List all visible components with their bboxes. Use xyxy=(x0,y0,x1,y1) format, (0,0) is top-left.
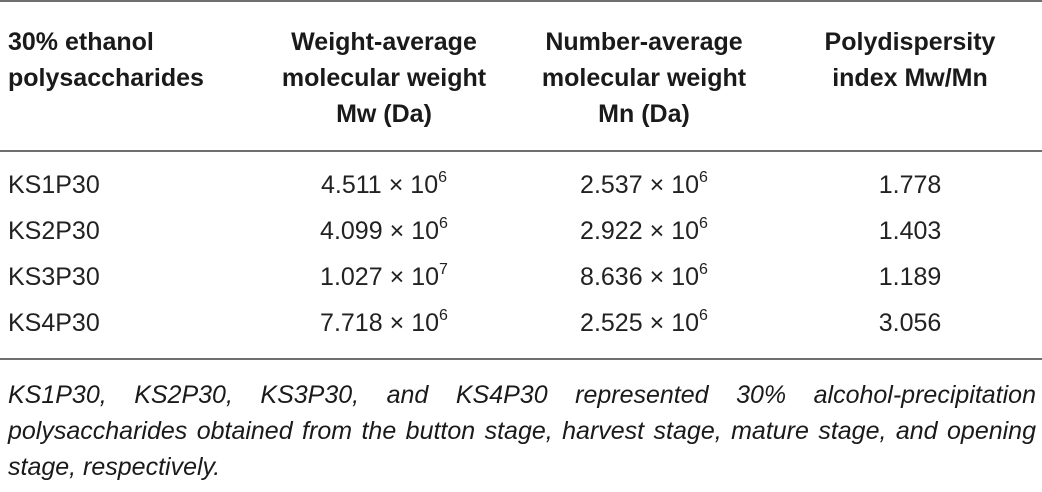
times-symbol: × xyxy=(649,262,665,291)
table-row: KS2P30 4.099 × 106 2.922 × 106 1.403 xyxy=(0,208,1042,254)
mw-mantissa: 1.027 xyxy=(320,262,383,291)
header-mw: Weight-average molecular weight Mw (Da) xyxy=(258,1,510,151)
header-mw-line-1: Weight-average xyxy=(291,28,477,56)
header-sample: 30% ethanol polysaccharides xyxy=(0,1,258,151)
cell-pdi: 1.403 xyxy=(878,216,942,245)
mn-mantissa: 8.636 xyxy=(580,262,643,291)
header-mw-line-3: Mw (Da) xyxy=(336,100,432,128)
mn-base: 10 xyxy=(671,308,700,337)
cell-sample-name: KS4P30 xyxy=(8,308,100,337)
header-mn: Number-average molecular weight Mn (Da) xyxy=(510,1,778,151)
cell-mn: 2.537 × 106 xyxy=(510,151,778,208)
header-mn-line-3: Mn (Da) xyxy=(598,100,690,128)
table-row: KS3P30 1.027 × 107 8.636 × 106 1.189 xyxy=(0,254,1042,300)
mw-mantissa: 4.511 xyxy=(320,170,382,199)
molecular-weight-table: 30% ethanol polysaccharides Weight-avera… xyxy=(0,1,1042,359)
cell-mw: 1.027 × 107 xyxy=(258,254,510,300)
table-footnote: KS1P30, KS2P30, KS3P30, and KS4P30 repre… xyxy=(8,381,1036,481)
mn-mantissa: 2.525 xyxy=(580,308,643,337)
mn-base: 10 xyxy=(671,216,700,245)
data-table-container: 30% ethanol polysaccharides Weight-avera… xyxy=(0,1,1042,359)
times-symbol: × xyxy=(389,308,405,337)
cell-mn: 2.525 × 106 xyxy=(510,300,778,359)
header-mw-line-2: molecular weight xyxy=(281,64,487,92)
cell-sample-name: KS3P30 xyxy=(8,262,100,291)
mn-exponent: 6 xyxy=(699,168,708,186)
header-mn-line-1: Number-average xyxy=(545,28,743,56)
table-row: KS4P30 7.718 × 106 2.525 × 106 3.056 xyxy=(0,300,1042,359)
cell-pdi: 3.056 xyxy=(878,308,942,337)
header-pdi-line-1: Polydispersity xyxy=(824,28,996,56)
cell-pdi: 1.189 xyxy=(878,262,942,291)
cell-mn: 2.922 × 106 xyxy=(510,208,778,254)
cell-mw: 4.511 × 106 xyxy=(258,151,510,208)
mw-base: 10 xyxy=(411,262,440,291)
cell-pdi: 1.778 xyxy=(878,170,942,199)
mw-exponent: 6 xyxy=(438,168,448,186)
times-symbol: × xyxy=(649,216,665,245)
mn-base: 10 xyxy=(671,262,700,291)
mw-exponent: 6 xyxy=(439,306,448,324)
cell-mw: 7.718 × 106 xyxy=(258,300,510,359)
times-symbol: × xyxy=(649,308,665,337)
mw-mantissa: 4.099 xyxy=(320,216,383,245)
mn-mantissa: 2.537 xyxy=(580,170,643,199)
times-symbol: × xyxy=(389,262,405,291)
mw-mantissa: 7.718 xyxy=(320,308,383,337)
header-pdi-line-2: index Mw/Mn xyxy=(832,64,988,92)
cell-mn: 8.636 × 106 xyxy=(510,254,778,300)
mn-exponent: 6 xyxy=(699,214,708,232)
mw-base: 10 xyxy=(411,308,440,337)
mn-base: 10 xyxy=(671,170,700,199)
cell-sample-name: KS1P30 xyxy=(8,170,100,199)
cell-sample-name: KS2P30 xyxy=(8,216,100,245)
mn-exponent: 6 xyxy=(699,260,708,278)
header-sample-line-2: polysaccharides xyxy=(8,64,204,92)
table-header-row: 30% ethanol polysaccharides Weight-avera… xyxy=(0,1,1042,151)
mw-exponent: 7 xyxy=(439,260,448,278)
header-sample-line-1: 30% ethanol xyxy=(8,28,154,56)
table-row: KS1P30 4.511 × 106 2.537 × 106 1.778 xyxy=(0,151,1042,208)
times-symbol: × xyxy=(388,170,404,199)
times-symbol: × xyxy=(389,216,405,245)
mw-base: 10 xyxy=(410,170,439,199)
mw-base: 10 xyxy=(411,216,440,245)
mn-exponent: 6 xyxy=(699,306,708,324)
header-pdi: Polydispersity index Mw/Mn xyxy=(778,1,1042,151)
mw-exponent: 6 xyxy=(439,214,448,232)
times-symbol: × xyxy=(649,170,665,199)
header-mn-line-2: molecular weight xyxy=(541,64,747,92)
cell-mw: 4.099 × 106 xyxy=(258,208,510,254)
mn-mantissa: 2.922 xyxy=(580,216,643,245)
